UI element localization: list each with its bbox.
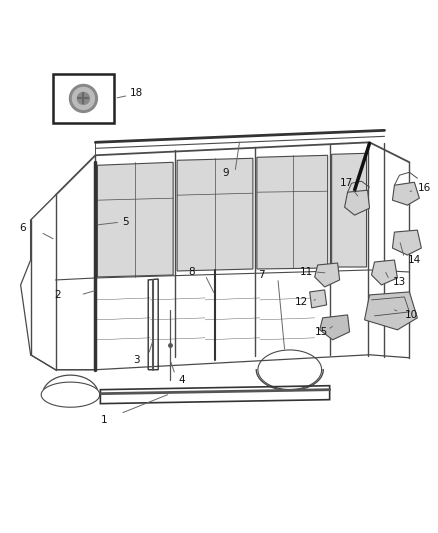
Polygon shape bbox=[314, 263, 339, 287]
Text: 17: 17 bbox=[339, 178, 353, 188]
Text: 16: 16 bbox=[417, 183, 431, 193]
Circle shape bbox=[72, 87, 95, 109]
Polygon shape bbox=[257, 155, 328, 269]
Circle shape bbox=[70, 84, 97, 112]
Text: 18: 18 bbox=[130, 88, 144, 99]
Polygon shape bbox=[371, 260, 397, 285]
Text: 8: 8 bbox=[188, 267, 195, 277]
Text: 3: 3 bbox=[133, 355, 140, 365]
Polygon shape bbox=[345, 190, 370, 215]
Text: 7: 7 bbox=[258, 270, 265, 280]
Polygon shape bbox=[310, 290, 327, 308]
Text: 15: 15 bbox=[314, 327, 328, 337]
Text: 11: 11 bbox=[300, 267, 313, 277]
Polygon shape bbox=[177, 158, 253, 271]
Text: 12: 12 bbox=[295, 297, 308, 307]
Text: 9: 9 bbox=[222, 168, 229, 178]
Text: 10: 10 bbox=[404, 310, 417, 320]
Text: 14: 14 bbox=[407, 255, 420, 265]
Text: 4: 4 bbox=[178, 375, 185, 385]
Polygon shape bbox=[364, 292, 417, 330]
Polygon shape bbox=[392, 182, 419, 205]
Bar bbox=[53, 74, 114, 123]
Text: 5: 5 bbox=[122, 217, 129, 227]
Polygon shape bbox=[97, 162, 173, 277]
Circle shape bbox=[78, 92, 89, 104]
Polygon shape bbox=[320, 315, 350, 340]
Text: 13: 13 bbox=[392, 277, 406, 287]
Text: 6: 6 bbox=[19, 223, 25, 233]
Text: 1: 1 bbox=[100, 415, 107, 425]
Polygon shape bbox=[332, 154, 367, 267]
Polygon shape bbox=[392, 230, 421, 255]
Text: 2: 2 bbox=[54, 290, 60, 300]
